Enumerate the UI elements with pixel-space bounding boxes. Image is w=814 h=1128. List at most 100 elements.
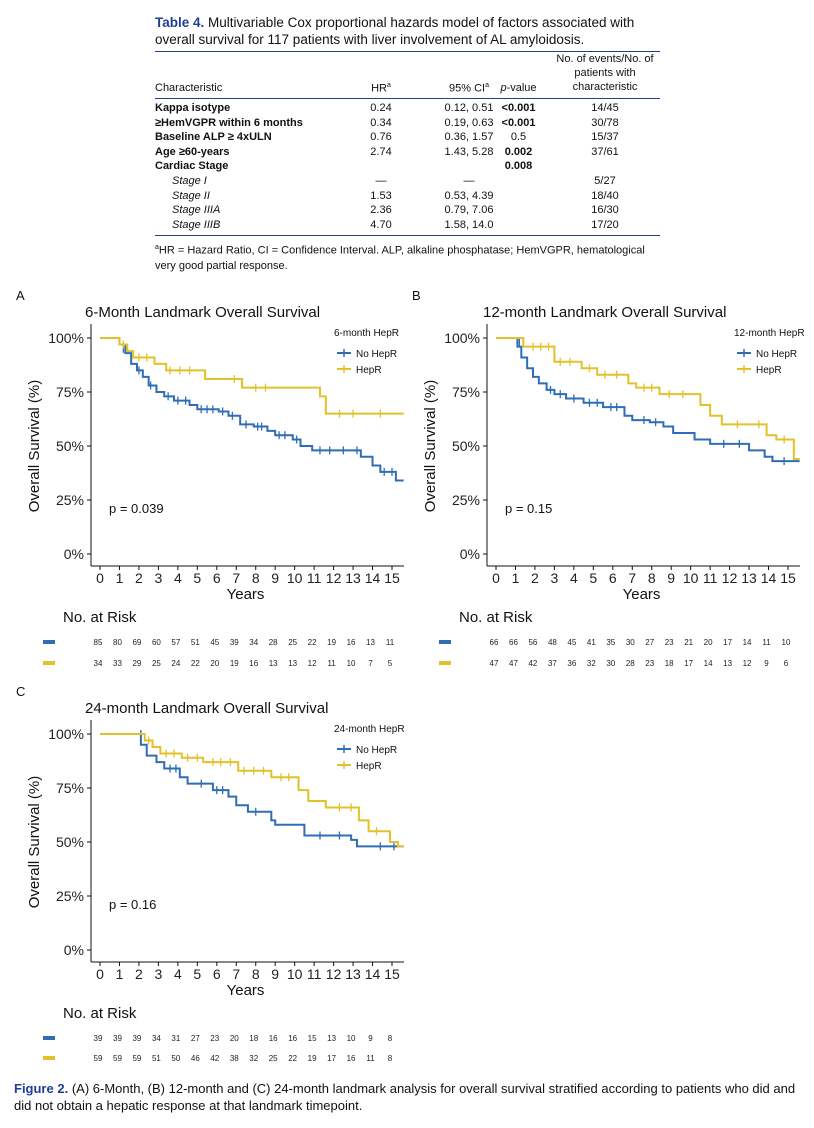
row-pvalue: <0.001	[501, 102, 536, 114]
risk-count: 50	[171, 1054, 180, 1063]
x-tick-label: 10	[683, 570, 699, 586]
x-axis-label: Years	[227, 586, 265, 603]
row-characteristic: Stage II	[172, 189, 210, 202]
x-tick-label: 5	[193, 966, 201, 982]
table-header: Characteristic HRa 95% CIa p-value No. o…	[155, 52, 660, 98]
table-title: Multivariable Cox proportional hazards m…	[155, 15, 635, 47]
legend-label: HepR	[356, 761, 382, 772]
risk-count: 32	[249, 1054, 258, 1063]
risk-count: 8	[388, 1054, 393, 1063]
risk-count: 19	[327, 638, 336, 647]
y-tick-label: 100%	[48, 726, 84, 742]
risk-count: 16	[269, 1034, 278, 1043]
row-pvalue: <0.001	[501, 116, 536, 129]
y-tick-label: 0%	[64, 546, 84, 562]
risk-count: 34	[249, 638, 258, 647]
x-tick-label: 4	[570, 570, 578, 586]
row-events: 30/78	[591, 116, 619, 129]
risk-table-title: No. at Risk	[63, 609, 137, 626]
risk-count: 12	[743, 659, 752, 668]
risk-count: 48	[548, 638, 557, 647]
risk-count: 13	[723, 659, 732, 668]
row-characteristic: Kappa isotype	[155, 102, 231, 114]
x-tick-label: 7	[628, 570, 636, 586]
risk-count: 17	[723, 638, 732, 647]
y-tick-label: 50%	[56, 438, 84, 454]
risk-count: 29	[132, 659, 141, 668]
table-row: Age ≥60-years 2.74 1.43, 5.28 0.002 37/61	[155, 145, 660, 160]
risk-count: 16	[288, 1034, 297, 1043]
row-events: 16/30	[591, 204, 619, 217]
chart-title: 24-month Landmark Overall Survival	[85, 700, 328, 717]
risk-count: 11	[762, 638, 771, 647]
risk-count: 9	[764, 659, 769, 668]
risk-count: 31	[171, 1034, 180, 1043]
risk-count: 27	[191, 1034, 200, 1043]
risk-count: 11	[366, 1054, 375, 1063]
risk-count: 17	[684, 659, 693, 668]
risk-count: 28	[269, 638, 278, 647]
table-header-rule	[155, 98, 660, 99]
risk-count: 5	[388, 659, 393, 668]
risk-row-swatch	[43, 661, 55, 665]
row-ci: 0.79, 7.06	[444, 204, 494, 217]
x-tick-label: 3	[551, 570, 559, 586]
x-tick-label: 5	[193, 570, 201, 586]
figure-caption: Figure 2. (A) 6-Month, (B) 12-month and …	[14, 1080, 804, 1114]
risk-count: 22	[308, 638, 317, 647]
p-value: p = 0.039	[109, 501, 164, 516]
x-tick-label: 13	[345, 570, 361, 586]
x-axis-label: Years	[227, 982, 265, 999]
table-4: Table 4. Multivariable Cox proportional …	[155, 14, 660, 274]
risk-count: 59	[113, 1054, 122, 1063]
risk-count: 16	[249, 659, 258, 668]
panel-letter: B	[412, 288, 421, 303]
header-ci: 95% CIa	[449, 82, 489, 95]
row-characteristic: Cardiac Stage	[155, 160, 229, 173]
x-tick-label: 11	[703, 570, 718, 586]
x-tick-label: 14	[365, 570, 381, 586]
risk-count: 45	[210, 638, 219, 647]
row-ci: 0.53, 4.39	[444, 189, 494, 202]
y-tick-label: 25%	[452, 492, 480, 508]
chart-title: 12-month Landmark Overall Survival	[483, 304, 726, 321]
x-tick-label: 13	[345, 966, 361, 982]
panel-letter: C	[16, 684, 25, 699]
x-tick-label: 1	[116, 570, 124, 586]
risk-count: 60	[152, 638, 161, 647]
row-characteristic: Age ≥60-years	[155, 145, 230, 158]
figure-caption-text: (A) 6-Month, (B) 12-month and (C) 24-mon…	[14, 1081, 796, 1113]
y-tick-label: 25%	[56, 888, 84, 904]
risk-count: 13	[269, 659, 278, 668]
risk-table-title: No. at Risk	[63, 1005, 137, 1022]
risk-count: 12	[308, 659, 317, 668]
legend-label: HepR	[756, 365, 782, 376]
table-top-rule	[155, 51, 660, 52]
x-tick-label: 12	[326, 966, 342, 982]
row-events: 37/61	[591, 145, 619, 158]
risk-count: 20	[230, 1034, 239, 1043]
header-events-2: patients with	[574, 67, 636, 79]
table-row: Stage IIIB 4.70 1.58, 14.0 17/20	[155, 218, 660, 233]
risk-count: 19	[230, 659, 239, 668]
legend-label: HepR	[356, 365, 382, 376]
risk-count: 13	[366, 638, 375, 647]
risk-count: 42	[210, 1054, 219, 1063]
table-row: Stage IIIA 2.36 0.79, 7.06 16/30	[155, 203, 660, 218]
risk-count: 34	[152, 1034, 161, 1043]
risk-count: 34	[94, 659, 103, 668]
x-tick-label: 9	[271, 966, 279, 982]
y-tick-label: 75%	[452, 384, 480, 400]
risk-count: 47	[490, 659, 499, 668]
row-ci: 1.58, 14.0	[444, 218, 494, 231]
risk-count: 59	[94, 1054, 103, 1063]
panel-letter: A	[16, 288, 25, 303]
x-tick-label: 4	[174, 966, 182, 982]
legend-title: 12-month HepR	[734, 328, 805, 339]
legend-title: 6-month HepR	[334, 328, 399, 339]
risk-count: 22	[191, 659, 200, 668]
x-tick-label: 2	[135, 570, 143, 586]
risk-count: 30	[626, 638, 635, 647]
y-tick-label: 25%	[56, 492, 84, 508]
row-events: 18/40	[591, 189, 619, 202]
